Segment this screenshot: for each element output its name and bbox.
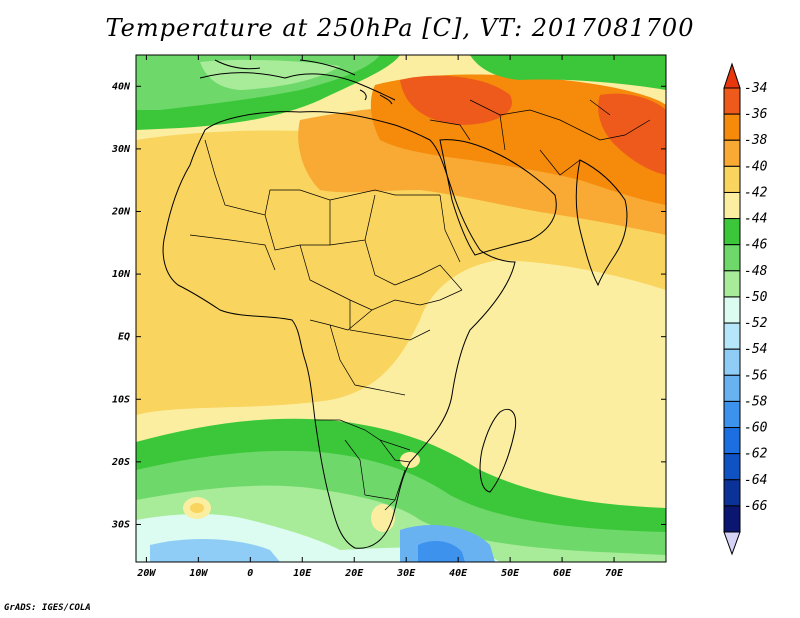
colorbar-label: -50: [744, 290, 768, 305]
coastlines: [162, 59, 628, 549]
colorbar-label: -42: [744, 185, 768, 200]
lon-tick-label: 50E: [501, 568, 520, 579]
map-title: Temperature at 250hPa [C], VT: 201708170…: [105, 14, 695, 42]
lat-tick-label: 20S: [111, 457, 130, 468]
colorbar-label: -58: [744, 394, 768, 409]
colorbar-label: -48: [744, 264, 768, 279]
lon-tick-label: 10E: [293, 568, 312, 579]
lon-tick-label: 70E: [605, 568, 624, 579]
plot-frame: [135, 54, 667, 563]
colorbar-label: -40: [744, 159, 768, 174]
colorbar-under-triangle: [723, 531, 741, 556]
lat-tick-label: EQ: [118, 332, 130, 343]
colorbar-label: -60: [744, 421, 768, 436]
colorbar-swatch: [723, 505, 741, 533]
colorbar-swatch: [723, 165, 741, 193]
region-minus34-east: [598, 93, 666, 175]
colorbar-label: -44: [744, 212, 767, 227]
colorbar-swatch: [723, 296, 741, 324]
warm-spot-south-atlantic-core: [190, 503, 204, 513]
lat-tick-label: 10N: [112, 269, 131, 280]
colorbar-swatch: [723, 244, 741, 272]
colorbar-swatch: [723, 270, 741, 298]
colorbar-swatch: [723, 348, 741, 376]
colorbar: -34 -36 -38 -40 -42 -44 -46 -48 -50 -52 -54 -56 -58 -…: [723, 62, 768, 556]
colorbar-label: -46: [744, 238, 768, 253]
warm-spot-southern-africa: [371, 504, 395, 532]
latitude-axis: 40N 30N 20N 10N EQ 10S 20S 30S: [111, 81, 666, 530]
lon-tick-label: 40E: [449, 568, 468, 579]
india-coastline: [575, 159, 628, 287]
lon-tick-label: 0: [247, 568, 253, 579]
africa-coastline: [162, 111, 516, 549]
lon-tick-label: 20W: [136, 568, 156, 579]
lat-tick-label: 20N: [111, 206, 131, 217]
region-south-blue: [150, 538, 280, 562]
colorbar-over-triangle: [723, 62, 741, 89]
temperature-field: [136, 55, 666, 562]
colorbar-swatch: [723, 479, 741, 507]
mediterranean-islands: [359, 89, 393, 105]
colorbar-swatch: [723, 400, 741, 429]
region-south-blue-core: [418, 540, 465, 562]
region-minus34-mideast: [400, 75, 512, 125]
colorbar-swatch: [723, 218, 741, 246]
border-lines: [189, 139, 463, 511]
lat-tick-label: 40N: [112, 81, 131, 92]
lat-tick-label: 30S: [111, 519, 130, 530]
colorbar-swatch: [723, 191, 741, 220]
colorbar-label: -52: [744, 316, 768, 331]
credit-label: GrADS: IGES/COLA: [4, 603, 91, 613]
colorbar-swatch: [723, 427, 741, 455]
lon-tick-label: 30E: [396, 568, 416, 579]
colorbar-label: -62: [744, 447, 768, 462]
colorbar-label: -54: [744, 342, 767, 357]
colorbar-swatch: [723, 453, 741, 481]
colorbar-label: -38: [744, 133, 768, 148]
longitude-axis: 20W 10W 0 10E 20E 30E 40E 50E 60E 70E: [136, 55, 624, 579]
europe-coastline: [199, 59, 396, 101]
colorbar-swatch: [723, 374, 741, 402]
region-northeast-green: [470, 55, 666, 90]
arabia-coastline: [439, 139, 557, 256]
madagascar-coastline: [479, 408, 517, 493]
colorbar-label: -64: [744, 473, 767, 488]
lon-tick-label: 10W: [189, 568, 208, 579]
colorbar-label: -36: [744, 107, 768, 122]
asia-borders: [429, 99, 651, 176]
colorbar-label: -66: [744, 499, 768, 514]
country-borders: [189, 99, 651, 511]
lon-tick-label: 60E: [553, 568, 572, 579]
lon-tick-label: 20E: [344, 568, 364, 579]
colorbar-label: -56: [744, 368, 768, 383]
lat-tick-label: 30N: [111, 144, 131, 155]
colorbar-swatch: [723, 139, 741, 167]
colorbar-label: -34: [744, 81, 767, 96]
colorbar-swatch: [723, 87, 741, 115]
lat-tick-label: 10S: [112, 394, 130, 405]
colorbar-swatch: [723, 322, 741, 350]
colorbar-swatch: [723, 113, 741, 141]
